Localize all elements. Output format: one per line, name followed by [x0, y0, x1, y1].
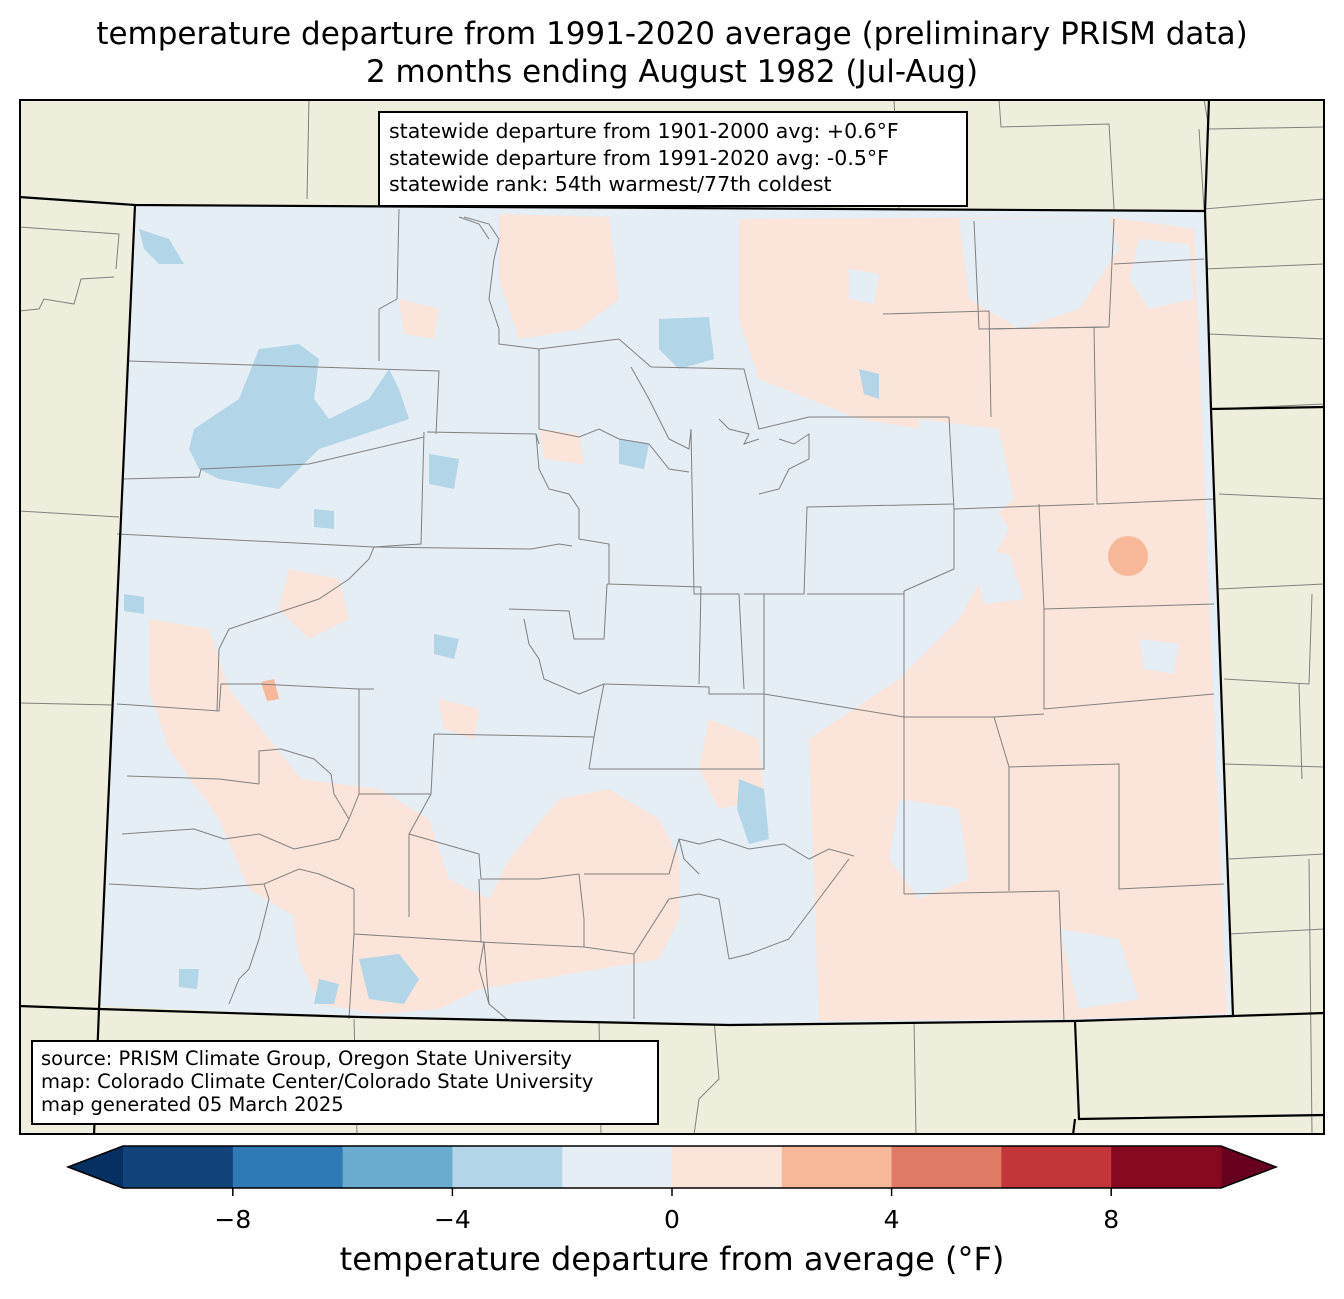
colorbar-bin	[562, 1146, 673, 1188]
colorbar	[65, 1145, 1279, 1196]
county-boundaries	[108, 208, 1225, 1022]
colorbar-bin	[1111, 1146, 1222, 1188]
colorbar-over-arrow	[1221, 1146, 1276, 1188]
map-credit-line: map: Colorado Climate Center/Colorado St…	[41, 1070, 594, 1093]
cool-anomaly-regions	[124, 229, 879, 1004]
stats-rank: statewide rank: 54th warmest/77th coldes…	[389, 172, 832, 196]
colorado-temperature-map	[19, 99, 1325, 1135]
colorbar-bin	[672, 1146, 783, 1188]
colorbar-bin	[781, 1146, 893, 1188]
colorbar-tick-label: −8	[214, 1205, 252, 1234]
colorbar-outline	[65, 1145, 1279, 1189]
generated-date-line: map generated 05 March 2025	[41, 1093, 344, 1116]
source-credit-box: source: PRISM Climate Group, Oregon Stat…	[31, 1040, 659, 1125]
colorbar-tick-label: 4	[883, 1205, 900, 1234]
map-frame	[19, 99, 1325, 1135]
stats-departure-1991-2020: statewide departure from 1991-2020 avg: …	[389, 145, 889, 170]
source-line: source: PRISM Climate Group, Oregon Stat…	[41, 1047, 572, 1070]
colorbar-bin	[891, 1146, 1002, 1188]
map-title-line2: 2 months ending August 1982 (Jul-Aug)	[365, 54, 979, 90]
colorbar-bin	[123, 1146, 234, 1188]
neutral-patches	[849, 217, 1194, 1009]
colorbar-under-arrow	[68, 1146, 123, 1188]
colorbar-tick-label: 8	[1103, 1205, 1120, 1234]
colorbar-bin	[1001, 1146, 1112, 1188]
stats-departure-1901-2000: statewide departure from 1901-2000 avg: …	[389, 119, 899, 143]
colorbar-bin	[452, 1146, 563, 1188]
colorbar-label: temperature departure from average (°F)	[339, 1240, 1005, 1278]
map-title-line1: temperature departure from 1991-2020 ave…	[96, 16, 1248, 52]
colorbar-bin	[232, 1146, 344, 1188]
colorbar-tick-label: 0	[664, 1205, 680, 1234]
statewide-stats-box: statewide departure from 1901-2000 avg: …	[378, 111, 968, 207]
colorbar-bin	[342, 1146, 453, 1188]
colorbar-tick-label: −4	[433, 1205, 471, 1234]
